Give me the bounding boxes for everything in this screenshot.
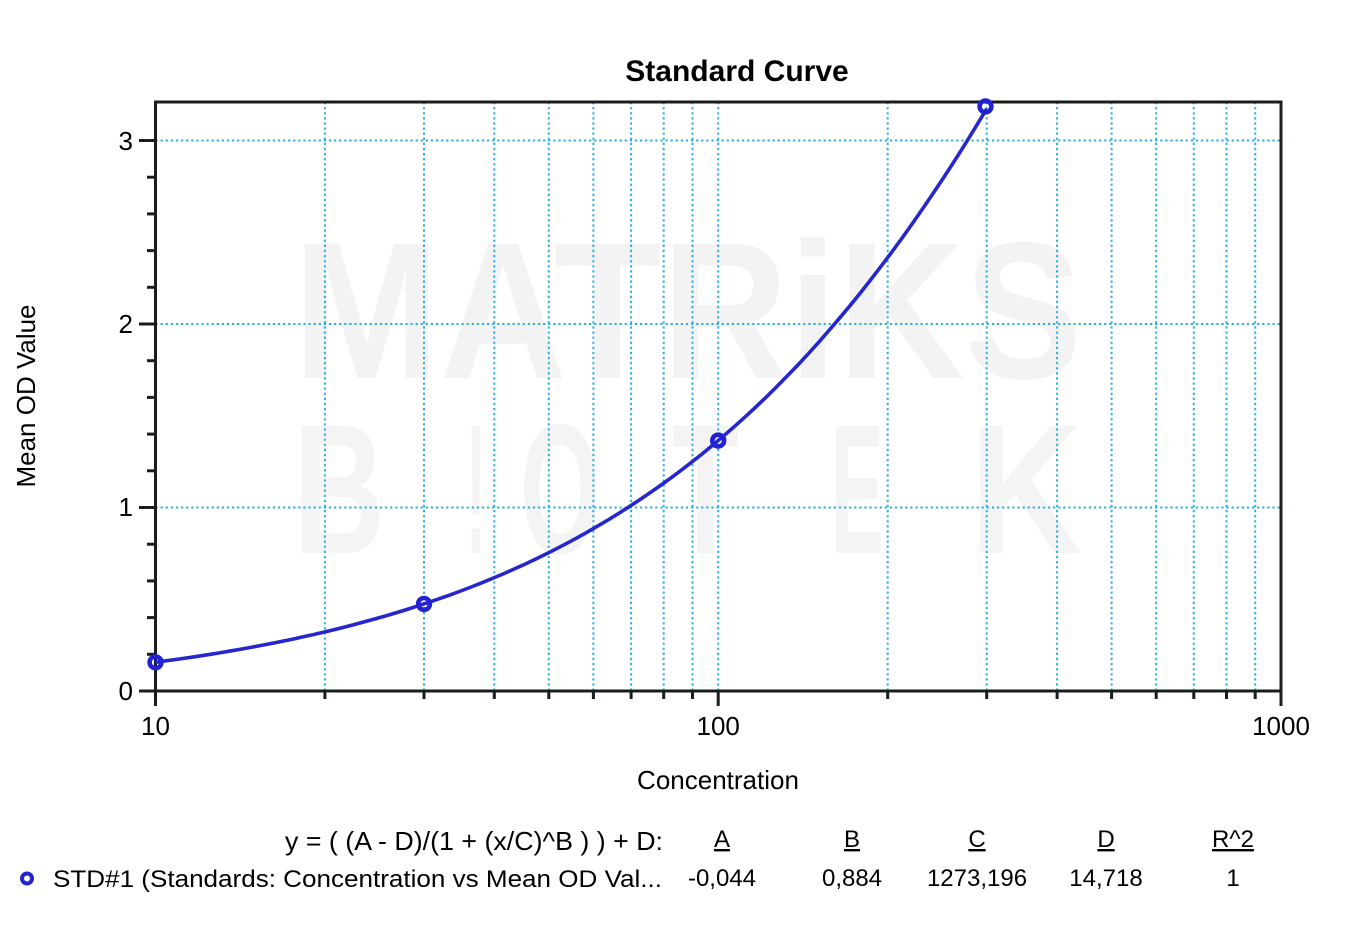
svg-text:!: !: [466, 387, 486, 593]
svg-text:0: 0: [119, 676, 133, 706]
svg-text:0,884: 0,884: [822, 865, 882, 892]
svg-text:Mean OD Value: Mean OD Value: [11, 304, 41, 487]
svg-text:E: E: [831, 387, 884, 593]
svg-text:C: C: [968, 826, 985, 853]
svg-text:y = ( (A - D)/(1 + (x/C)^B ) ): y = ( (A - D)/(1 + (x/C)^B ) ) + D:: [285, 826, 663, 856]
svg-text:100: 100: [697, 711, 740, 741]
svg-text:D: D: [1097, 826, 1114, 853]
svg-text:Concentration: Concentration: [637, 765, 799, 795]
svg-text:T: T: [672, 387, 739, 593]
svg-text:Standard Curve: Standard Curve: [625, 55, 848, 88]
svg-text:3: 3: [119, 126, 133, 156]
svg-text:1273,196: 1273,196: [927, 865, 1027, 892]
svg-text:-0,044: -0,044: [688, 865, 756, 892]
svg-text:14,718: 14,718: [1069, 865, 1142, 892]
svg-text:2: 2: [119, 309, 133, 339]
svg-text:1000: 1000: [1252, 711, 1310, 741]
svg-text:R^2: R^2: [1212, 826, 1254, 853]
svg-text:A: A: [714, 826, 730, 853]
svg-text:K: K: [970, 387, 1082, 593]
svg-text:1: 1: [1226, 865, 1239, 892]
svg-text:B: B: [293, 387, 385, 593]
svg-text:B: B: [844, 826, 860, 853]
svg-text:1: 1: [119, 492, 133, 522]
svg-text:STD#1 (Standards: Concentratio: STD#1 (Standards: Concentration vs Mean …: [53, 866, 662, 893]
svg-text:10: 10: [141, 711, 170, 741]
